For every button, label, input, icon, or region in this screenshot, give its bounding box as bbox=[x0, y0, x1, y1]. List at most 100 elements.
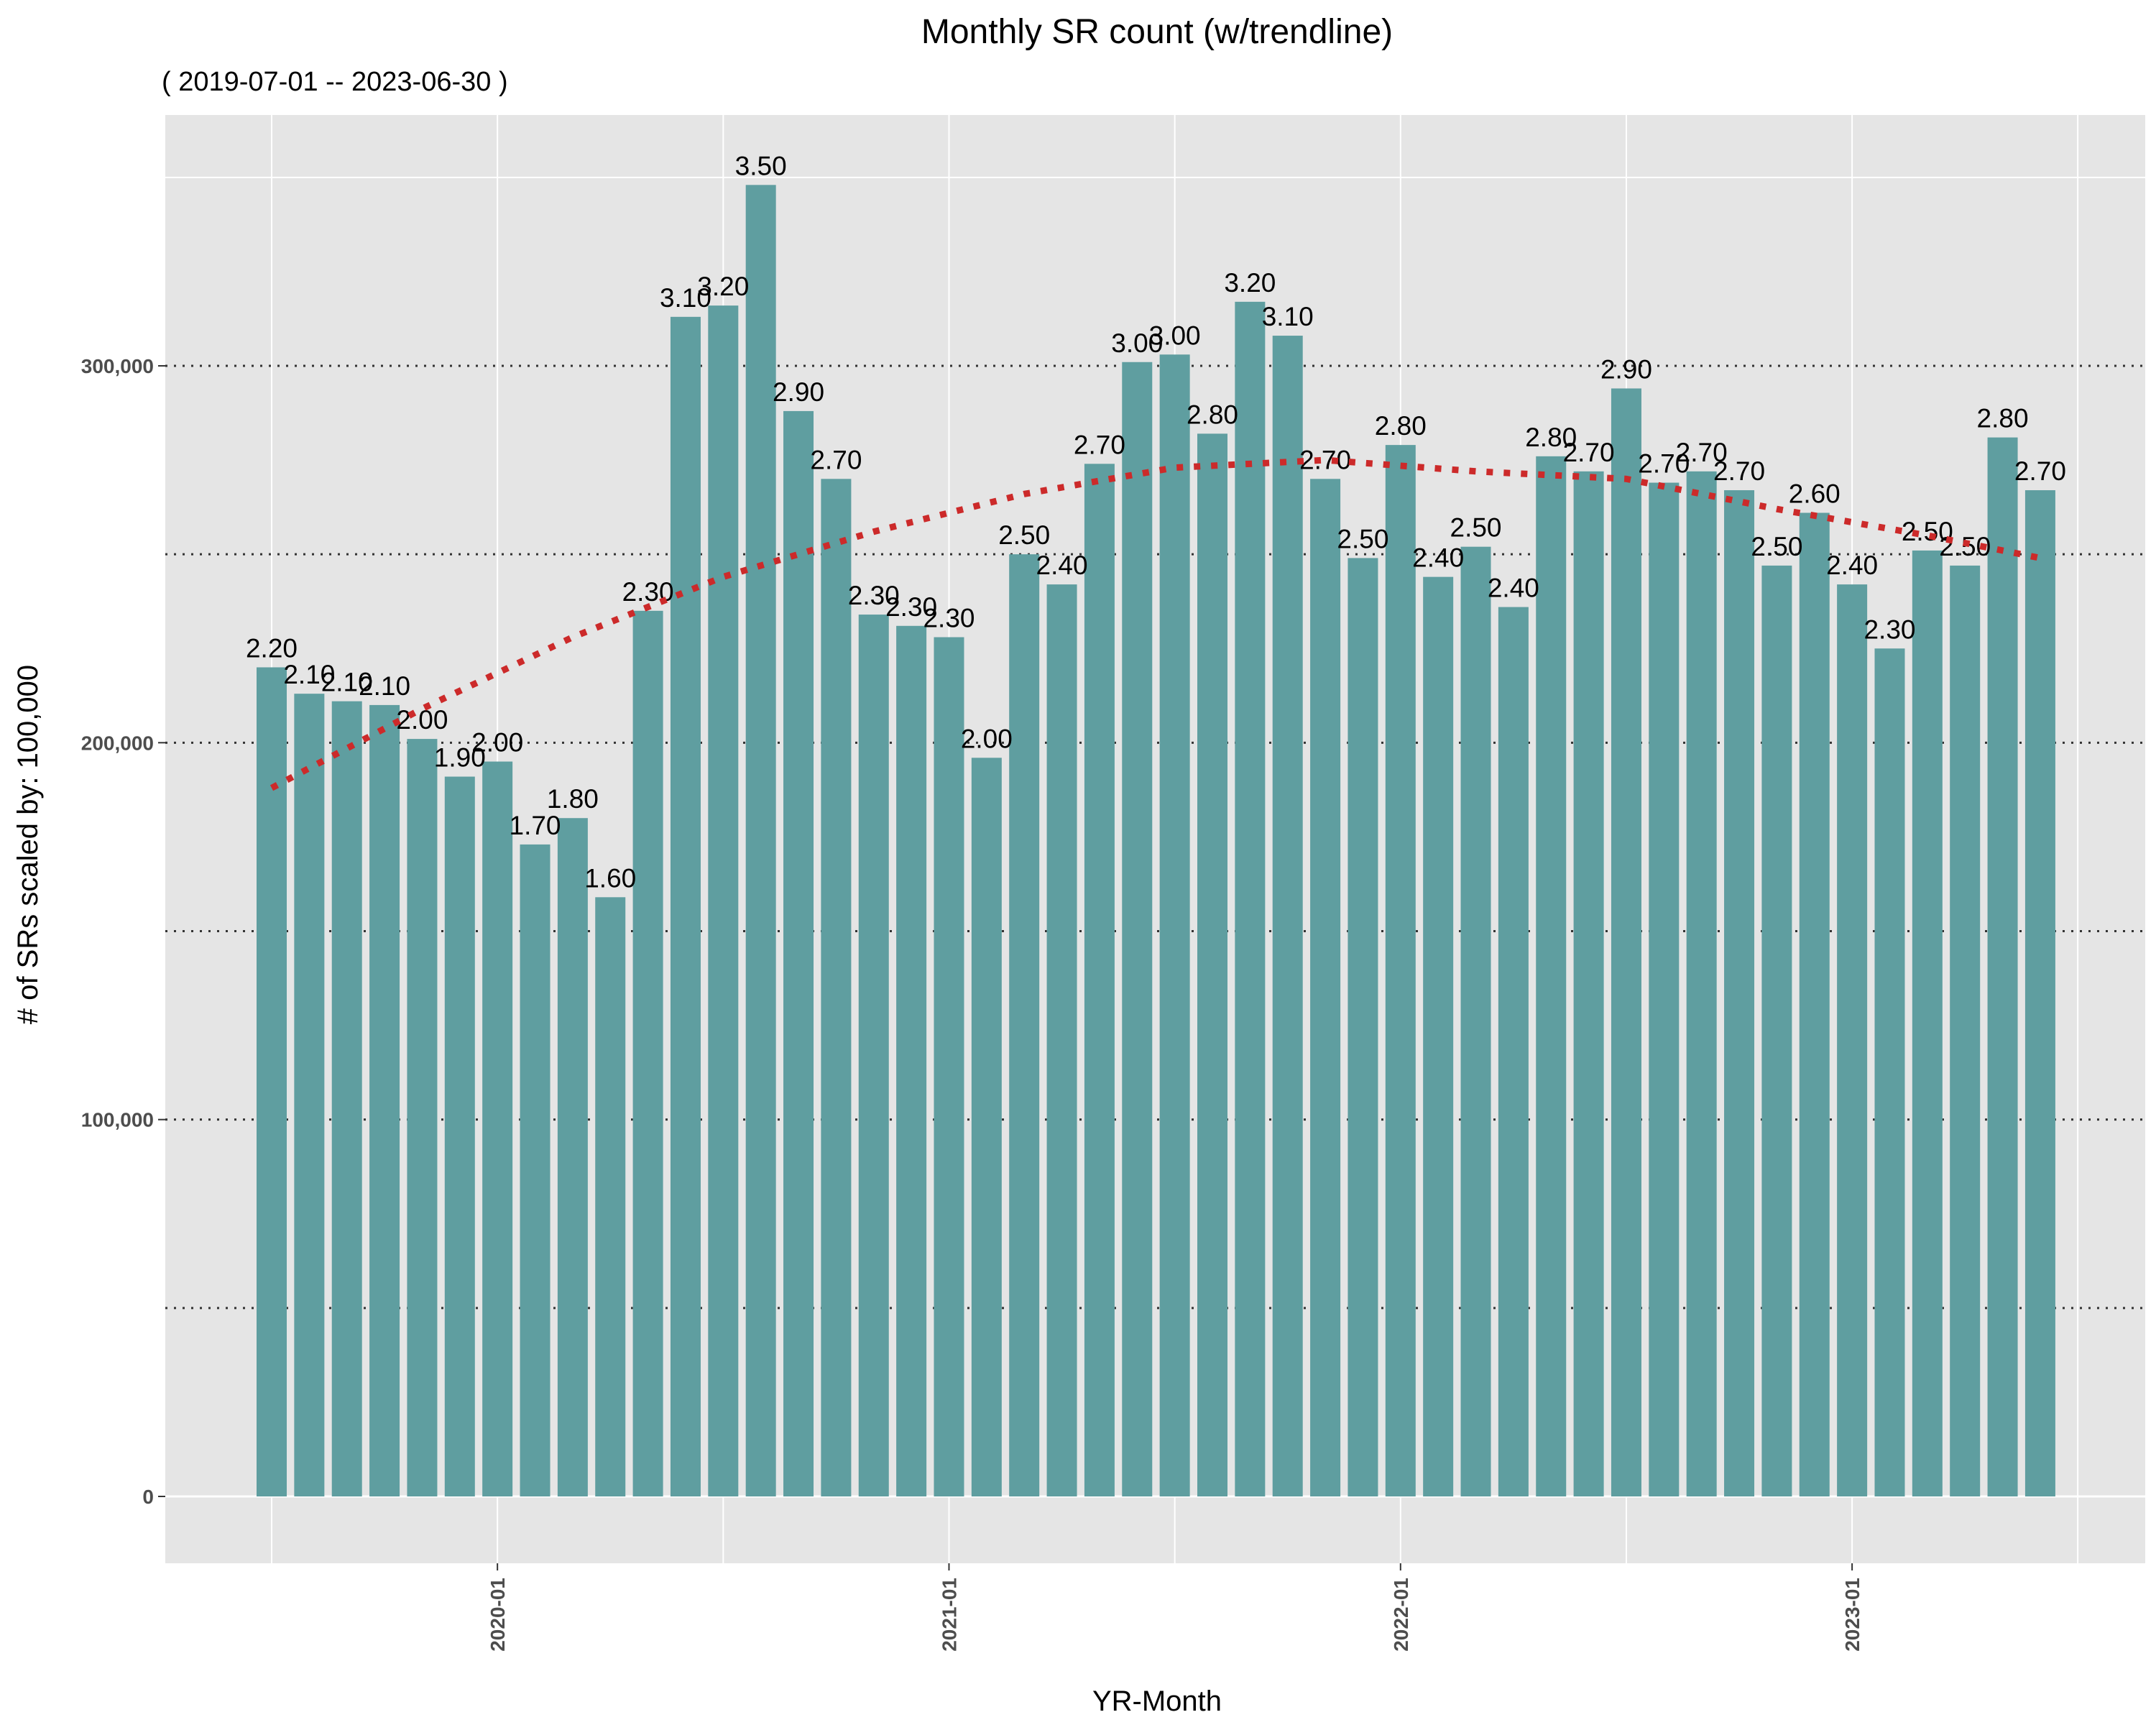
y-tick-label: 0 bbox=[142, 1486, 154, 1508]
data-label: 2.10 bbox=[283, 660, 335, 689]
bar bbox=[632, 610, 663, 1496]
data-label: 3.00 bbox=[1111, 328, 1163, 358]
bar bbox=[482, 761, 513, 1496]
x-axis-title: YR-Month bbox=[1092, 1685, 1222, 1717]
data-label: 3.10 bbox=[1262, 302, 1314, 331]
bar bbox=[1197, 433, 1227, 1496]
data-label: 2.10 bbox=[321, 668, 373, 697]
data-label: 2.50 bbox=[1337, 524, 1388, 553]
bar bbox=[294, 694, 325, 1497]
x-tick-label: 2022-01 bbox=[1390, 1578, 1412, 1652]
data-label: 2.00 bbox=[396, 705, 448, 735]
bar bbox=[1009, 554, 1040, 1496]
data-label: 2.40 bbox=[1036, 551, 1088, 580]
data-label: 2.80 bbox=[1187, 400, 1238, 429]
bar bbox=[257, 667, 287, 1496]
bar bbox=[557, 818, 588, 1496]
data-label: 2.60 bbox=[1789, 479, 1841, 508]
x-tick-label: 2021-01 bbox=[938, 1578, 960, 1652]
bar bbox=[1084, 464, 1115, 1496]
data-label: 1.70 bbox=[510, 811, 561, 840]
bar bbox=[1159, 354, 1190, 1496]
x-axis-ticks: 2020-01 2021-01 2022-01 2023-01 bbox=[487, 1563, 1864, 1652]
data-label: 2.40 bbox=[1826, 551, 1878, 580]
trendline bbox=[270, 456, 2041, 791]
x-tick-label: 2023-01 bbox=[1841, 1578, 1864, 1652]
bar bbox=[1348, 558, 1378, 1497]
bar bbox=[821, 479, 852, 1496]
bar bbox=[1573, 471, 1604, 1496]
bar bbox=[444, 776, 475, 1496]
bar bbox=[1837, 584, 1868, 1497]
data-label: 2.50 bbox=[998, 520, 1050, 550]
bar bbox=[1874, 648, 1905, 1496]
data-label: 2.70 bbox=[1074, 430, 1125, 459]
y-axis-ticks: 0 100,000 200,000 300,000 bbox=[81, 355, 165, 1508]
bar bbox=[1385, 445, 1416, 1496]
bar bbox=[745, 185, 776, 1496]
data-label: 2.70 bbox=[810, 445, 862, 474]
data-label: 2.00 bbox=[471, 728, 523, 758]
data-label: 2.80 bbox=[1375, 411, 1427, 441]
data-label: 2.50 bbox=[1751, 532, 1802, 561]
data-label: 3.50 bbox=[735, 151, 787, 180]
bar bbox=[369, 704, 400, 1496]
bar bbox=[1122, 362, 1153, 1497]
data-label: 3.00 bbox=[1149, 321, 1201, 350]
data-label: 2.80 bbox=[1525, 423, 1577, 452]
data-label: 2.50 bbox=[1902, 517, 1953, 546]
bar bbox=[595, 897, 626, 1496]
y-tick-label: 100,000 bbox=[81, 1109, 154, 1131]
bar bbox=[934, 637, 964, 1496]
bar bbox=[1912, 550, 1943, 1496]
bar bbox=[783, 410, 814, 1497]
data-label: 2.30 bbox=[848, 581, 900, 610]
bar bbox=[1799, 512, 1830, 1496]
data-label: 3.20 bbox=[1224, 268, 1276, 298]
data-label: 1.60 bbox=[584, 863, 636, 893]
data-label: 2.70 bbox=[1299, 445, 1351, 474]
data-label: 2.00 bbox=[961, 724, 1013, 753]
bar bbox=[670, 316, 701, 1496]
data-label: 1.90 bbox=[434, 743, 486, 773]
data-labels: 2.202.102.102.102.001.902.001.701.801.60… bbox=[246, 151, 2066, 893]
chart-title: Monthly SR count (w/trendline) bbox=[921, 13, 1393, 51]
bar bbox=[708, 305, 739, 1496]
chart-subtitle: ( 2019-07-01 -- 2023-06-30 ) bbox=[162, 67, 508, 97]
data-label: 2.40 bbox=[1488, 574, 1539, 603]
bar bbox=[1423, 576, 1454, 1496]
data-label: 2.90 bbox=[1600, 354, 1652, 384]
bar bbox=[1649, 482, 1680, 1496]
data-label: 2.10 bbox=[359, 671, 410, 701]
data-label: 1.80 bbox=[547, 784, 599, 814]
bar bbox=[520, 844, 550, 1496]
data-label: 2.90 bbox=[773, 377, 824, 407]
bar bbox=[2024, 490, 2055, 1496]
bar bbox=[971, 758, 1002, 1496]
bar bbox=[1046, 584, 1077, 1497]
data-label: 2.30 bbox=[1864, 615, 1915, 644]
y-tick-label: 200,000 bbox=[81, 732, 154, 754]
x-tick-label: 2020-01 bbox=[487, 1578, 509, 1652]
bar bbox=[1611, 388, 1641, 1497]
data-label: 2.80 bbox=[1977, 404, 2029, 433]
bars bbox=[257, 185, 2055, 1497]
bar bbox=[1460, 546, 1491, 1497]
data-label: 2.70 bbox=[1676, 438, 1728, 467]
data-label: 3.20 bbox=[697, 272, 749, 301]
data-label: 2.50 bbox=[1450, 513, 1502, 543]
y-tick-label: 300,000 bbox=[81, 355, 154, 377]
bar bbox=[1498, 607, 1529, 1497]
data-label: 2.70 bbox=[1713, 456, 1765, 486]
data-label: 2.20 bbox=[246, 633, 298, 663]
data-label: 2.70 bbox=[2014, 456, 2066, 486]
data-label: 2.30 bbox=[923, 604, 975, 633]
data-label: 2.70 bbox=[1563, 438, 1615, 467]
data-label: 2.30 bbox=[885, 592, 937, 622]
bar bbox=[1724, 490, 1755, 1496]
bar bbox=[407, 739, 438, 1496]
bar bbox=[1235, 301, 1266, 1497]
bar bbox=[1310, 479, 1341, 1496]
bar bbox=[331, 701, 362, 1496]
bar bbox=[896, 625, 927, 1496]
